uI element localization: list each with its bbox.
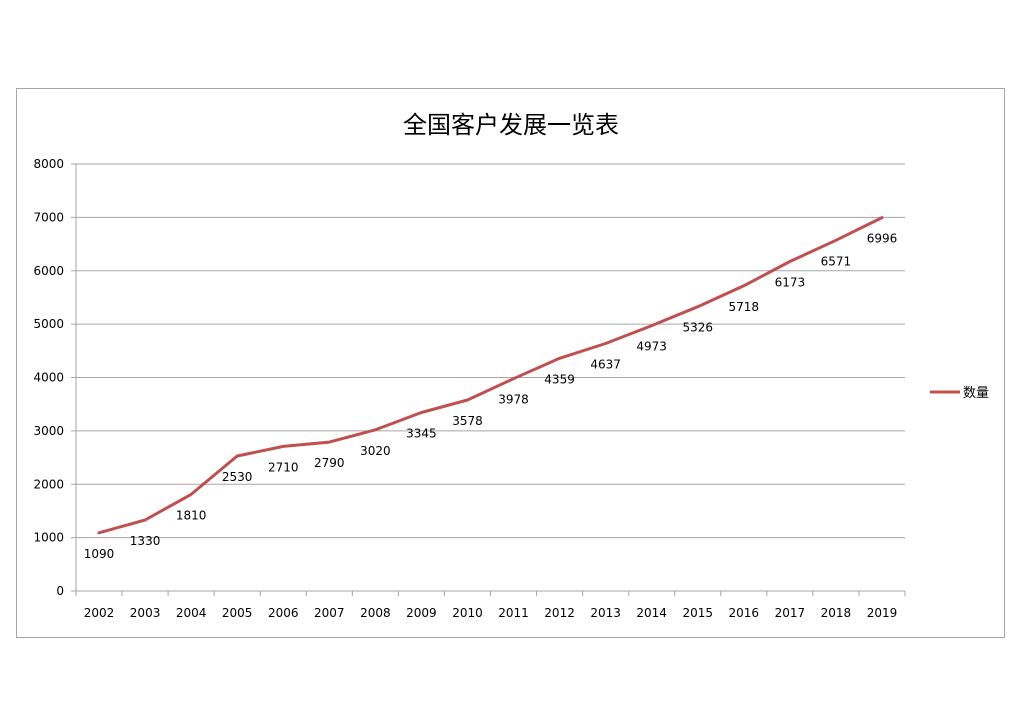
y-tick-label: 0 [56,584,64,598]
x-tick-label: 2019 [867,606,898,620]
y-tick-label: 2000 [33,477,64,491]
y-tick-label: 5000 [33,317,64,331]
data-label: 3020 [360,444,391,458]
x-tick-label: 2010 [452,606,483,620]
y-tick-label: 3000 [33,424,64,438]
x-tick-label: 2011 [498,606,529,620]
chart-area: 全国客户发展一览表 0 1000 2000 3000 4000 5000 6000 7000 8… [16,88,1005,638]
data-labels: 1090 1330 1810 2530 2710 2790 3020 3345 3578 3978… [84,232,897,561]
y-tick-label: 7000 [33,210,64,224]
data-label: 4637 [590,358,621,372]
data-label: 5718 [729,300,760,314]
x-tick-label: 2006 [268,606,299,620]
data-label: 1090 [84,547,115,561]
y-tick-label: 1000 [33,531,64,545]
x-tick-label: 2005 [222,606,253,620]
y-tick-label: 8000 [33,157,64,171]
data-label: 2530 [222,470,253,484]
data-label: 3578 [452,414,483,428]
x-tick-label: 2015 [682,606,713,620]
x-tick-label: 2018 [821,606,852,620]
x-tick-label: 2017 [775,606,806,620]
y-axis-ticks: 0 1000 2000 3000 4000 5000 6000 7000 8000 [33,157,76,598]
series-lines [97,216,884,535]
x-tick-label: 2002 [84,606,115,620]
data-label: 6996 [867,232,898,246]
y-tick-label: 4000 [33,371,64,385]
data-label: 5326 [682,321,713,335]
x-tick-label: 2004 [176,606,207,620]
data-label: 1330 [130,534,161,548]
x-tick-label: 2012 [544,606,575,620]
data-label: 3978 [498,393,529,407]
gridlines [76,163,905,539]
data-label: 2790 [314,456,345,470]
x-tick-label: 2003 [130,606,161,620]
data-label: 6571 [821,254,852,268]
y-tick-label: 6000 [33,264,64,278]
x-tick-label: 2009 [406,606,437,620]
data-label: 4973 [636,340,667,354]
legend-label: 数量 [963,386,989,401]
data-label: 3345 [406,426,437,440]
data-label: 2710 [268,460,299,474]
data-label: 1810 [176,508,207,522]
chart-title: 全国客户发展一览表 [403,111,619,139]
x-axis-ticks: 2002 2003 2004 2005 2006 2007 2008 2009 2010 2011… [75,591,906,620]
legend: 数量 [930,386,989,401]
data-label: 4359 [544,372,575,386]
x-tick-label: 2016 [729,606,760,620]
x-tick-label: 2014 [636,606,667,620]
line-chart: 全国客户发展一览表 0 1000 2000 3000 4000 5000 6000 7000 8… [33,111,989,620]
x-tick-label: 2013 [590,606,621,620]
x-tick-label: 2007 [314,606,345,620]
series-line [97,216,884,535]
x-tick-label: 2008 [360,606,391,620]
data-label: 6173 [775,276,806,290]
